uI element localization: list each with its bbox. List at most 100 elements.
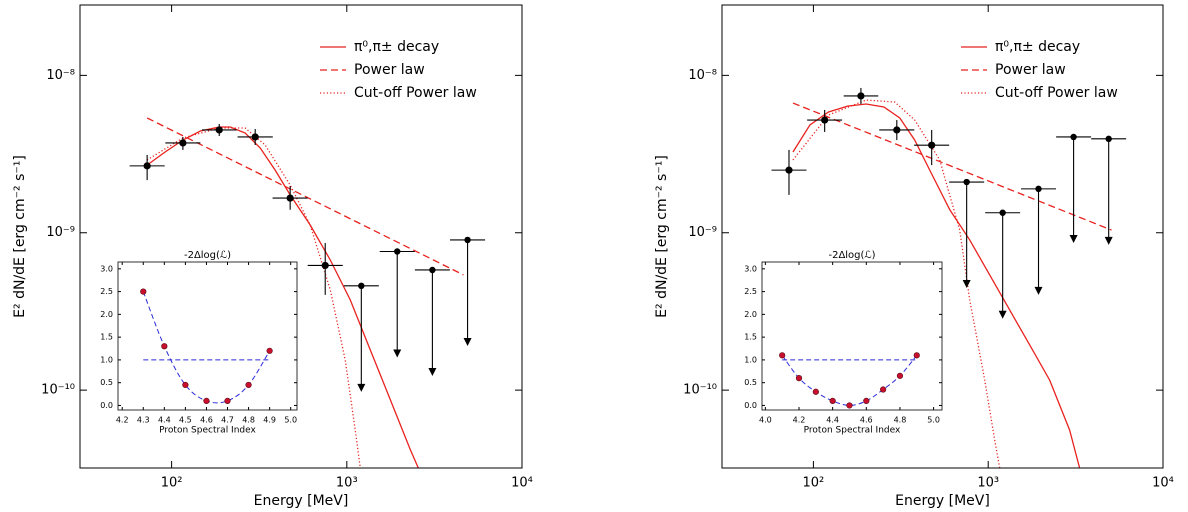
legend-label: Cut-off Power law	[995, 85, 1118, 101]
scan-point	[161, 343, 168, 350]
legend-label: Power law	[995, 62, 1066, 78]
x-axis-label: Energy [MeV]	[895, 493, 990, 509]
y-tick-label: 2.5	[100, 287, 113, 296]
x-tick-label: 10³	[336, 476, 358, 491]
arrow-head	[393, 349, 402, 358]
x-tick-label: 4.4	[158, 416, 171, 425]
y-tick-label: 3.0	[100, 264, 113, 273]
scan-point	[812, 388, 819, 395]
upper-limit-point	[358, 282, 365, 290]
x-tick-label: 4.0	[759, 416, 772, 425]
scan-point	[913, 352, 920, 359]
scan-point	[266, 347, 273, 354]
y-tick-label: 10⁻⁹	[688, 225, 717, 240]
x-tick-label: 4.3	[137, 416, 150, 425]
upper-limit-point	[999, 209, 1006, 216]
x-tick-label: 4.6	[200, 416, 213, 425]
arrow-head	[1034, 286, 1043, 295]
x-axis-label: Energy [MeV]	[254, 493, 349, 509]
data-point	[857, 92, 865, 100]
y-tick-label: 1.5	[744, 333, 757, 342]
data-point	[321, 261, 329, 270]
x-tick-label: 10²	[803, 476, 825, 491]
y-tick-label: 10⁻⁹	[46, 225, 75, 240]
scan-point	[846, 402, 853, 409]
plot-area	[129, 117, 486, 468]
arrow-head	[1104, 236, 1113, 245]
arrow-head	[998, 310, 1007, 319]
model-line	[792, 99, 1001, 468]
scan-point	[140, 288, 147, 295]
y-tick-label: 3.0	[744, 264, 757, 273]
y-tick-label: 10⁻⁸	[688, 68, 717, 83]
x-tick-label: 4.8	[894, 416, 907, 425]
model-line	[146, 126, 419, 468]
x-tick-label: 10⁴	[1152, 476, 1174, 491]
axes-frame	[721, 4, 1164, 469]
data-point	[179, 139, 187, 147]
y-axis-label: E² dN/dE [erg cm⁻² s⁻¹]	[12, 155, 28, 318]
x-tick-label: 5.0	[284, 416, 297, 425]
y-tick-label: 0.5	[100, 378, 113, 387]
y-tick-label: 2.5	[744, 287, 757, 296]
scan-point	[896, 372, 904, 379]
scan-point	[182, 381, 189, 389]
inset-frame	[761, 261, 943, 411]
legend-label: Cut-off Power law	[354, 85, 477, 101]
upper-limit-point	[1105, 135, 1112, 143]
x-tick-label: 4.2	[793, 416, 806, 425]
data-point	[893, 126, 901, 134]
inset-title: -2Δlog(ℒ)	[828, 250, 875, 261]
legend-label: π⁰,π± decay	[995, 39, 1080, 55]
y-tick-label: 10⁻¹⁰	[41, 383, 75, 398]
x-tick-label: 4.6	[860, 416, 873, 425]
upper-limit-point	[1035, 185, 1042, 193]
y-tick-label: 0.0	[100, 401, 113, 410]
arrow-head	[1069, 234, 1078, 243]
y-tick-label: 0.0	[744, 401, 757, 410]
inset-frame	[117, 261, 298, 411]
y-tick-label: 10⁻¹⁰	[683, 383, 717, 398]
legend-label: π⁰,π± decay	[354, 39, 439, 55]
upper-limit-point	[963, 178, 970, 186]
x-tick-label: 4.9	[263, 416, 276, 425]
y-tick-label: 1.0	[744, 355, 757, 364]
upper-limit-point	[464, 236, 471, 244]
scan-point	[829, 397, 836, 404]
arrow-head	[962, 280, 971, 289]
arrow-head	[463, 337, 472, 346]
scan-point	[795, 375, 803, 382]
scan-point	[880, 386, 887, 393]
legend-label: Power law	[354, 62, 425, 78]
y-tick-label: 2.0	[100, 310, 113, 319]
upper-limit-point	[429, 266, 436, 274]
model-line	[792, 103, 1081, 468]
y-tick-label: 1.0	[100, 355, 113, 364]
plot-area	[771, 87, 1127, 468]
scan-point	[863, 397, 870, 404]
y-axis-label: E² dN/dE [erg cm⁻² s⁻¹]	[654, 155, 670, 318]
x-tick-label: 4.7	[221, 416, 234, 425]
model-line	[146, 117, 464, 276]
scan-point	[203, 397, 210, 404]
y-tick-label: 10⁻⁸	[46, 68, 75, 83]
arrow-head	[357, 383, 366, 392]
y-tick-label: 2.0	[744, 310, 757, 319]
inset-x-label: Proton Spectral Index	[804, 426, 901, 436]
x-tick-label: 10³	[977, 476, 999, 491]
data-point	[821, 116, 829, 124]
data-point	[928, 141, 936, 149]
data-point	[785, 166, 793, 174]
x-tick-label: 5.0	[927, 416, 940, 425]
y-tick-label: 1.5	[100, 333, 113, 342]
data-point	[251, 133, 259, 141]
x-tick-label: 4.2	[116, 416, 129, 425]
arrow-head	[428, 367, 437, 376]
data-point	[286, 194, 294, 202]
x-tick-label: 4.4	[826, 416, 839, 425]
x-tick-label: 10²	[161, 476, 183, 491]
scan-point	[245, 381, 252, 389]
inset-x-label: Proton Spectral Index	[159, 426, 256, 436]
axes-frame	[79, 4, 523, 469]
